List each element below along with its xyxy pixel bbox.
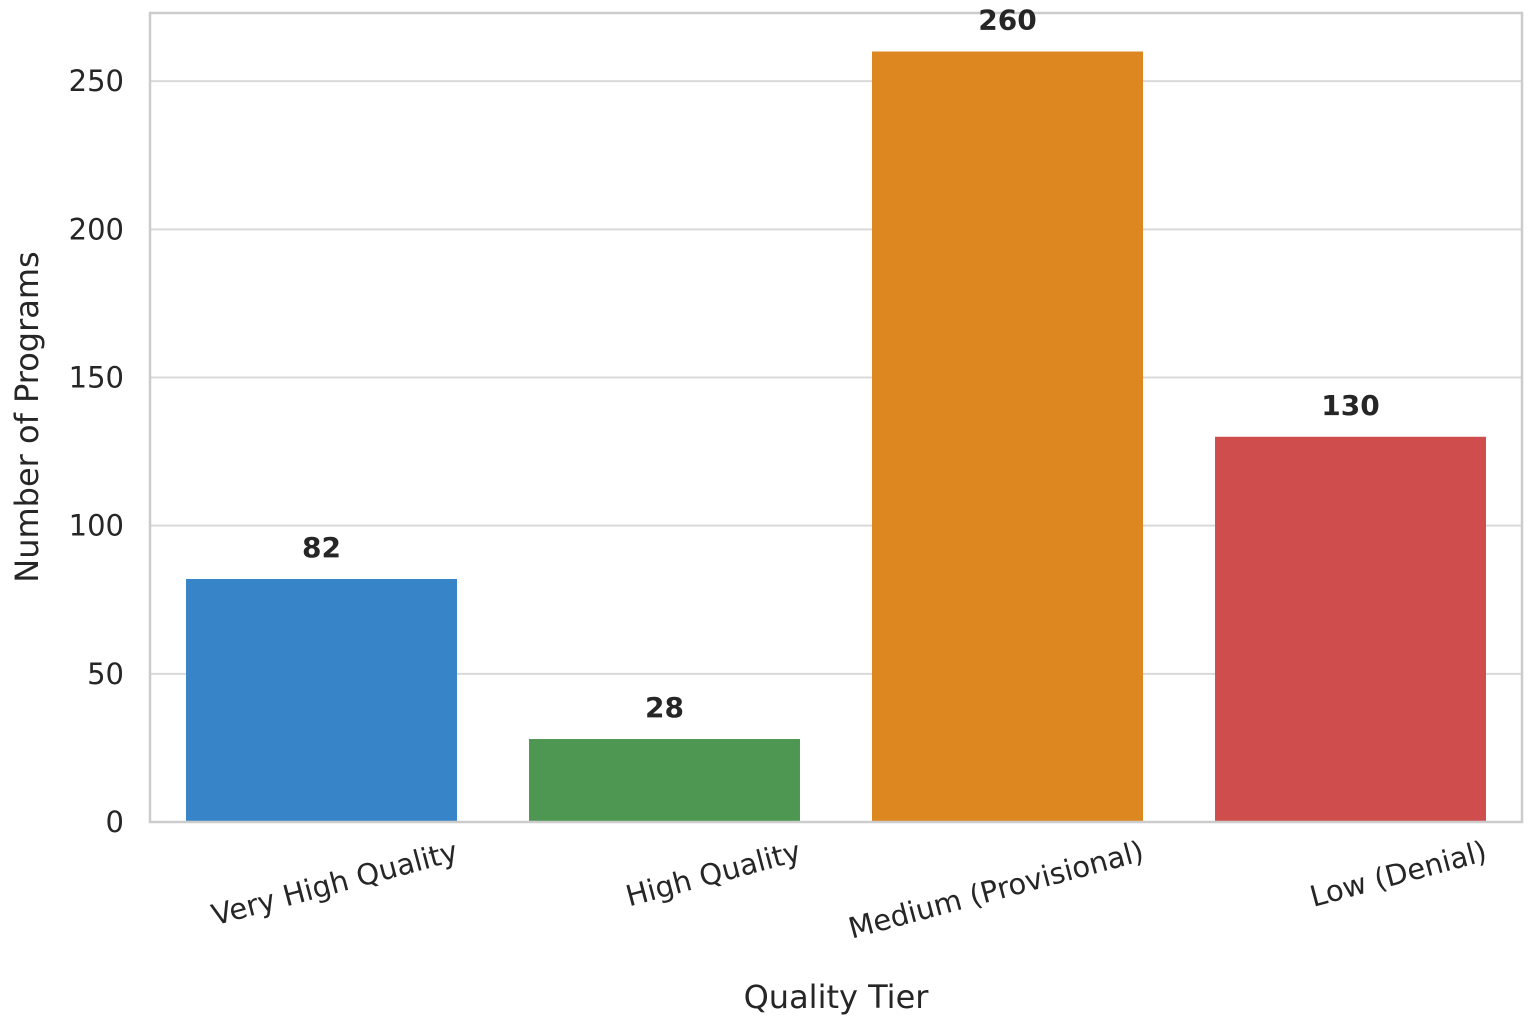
bar <box>529 739 800 822</box>
y-tick-label: 200 <box>69 212 124 246</box>
bar-value-label: 28 <box>645 691 684 724</box>
y-tick-label: 250 <box>69 64 124 98</box>
bar <box>872 51 1143 823</box>
bar-value-label: 260 <box>978 4 1036 37</box>
x-tick-label: High Quality <box>622 834 804 913</box>
bar-value-label: 130 <box>1321 389 1379 422</box>
bar-value-label: 82 <box>302 531 341 564</box>
x-axis-label: Quality Tier <box>744 978 930 1016</box>
y-tick-label: 100 <box>69 509 124 543</box>
x-tick-label: Medium (Provisional) <box>845 834 1148 946</box>
x-axis-ticks: Very High Quality High Quality Medium (Pro… <box>208 834 1490 946</box>
y-tick-label: 50 <box>87 657 124 691</box>
x-tick-label: Very High Quality <box>208 834 461 932</box>
y-tick-label: 150 <box>69 360 124 394</box>
y-axis-label: Number of Programs <box>8 251 46 582</box>
bar <box>186 579 457 822</box>
plot-frame <box>148 11 1524 824</box>
y-tick-label: 0 <box>106 805 124 839</box>
value-labels: 82 28 260 130 <box>302 4 1380 725</box>
bars <box>186 51 1486 823</box>
bar <box>1215 436 1486 822</box>
y-axis-ticks: 0 50 100 150 200 250 <box>69 64 124 839</box>
x-tick-label: Low (Denial) <box>1306 834 1490 914</box>
